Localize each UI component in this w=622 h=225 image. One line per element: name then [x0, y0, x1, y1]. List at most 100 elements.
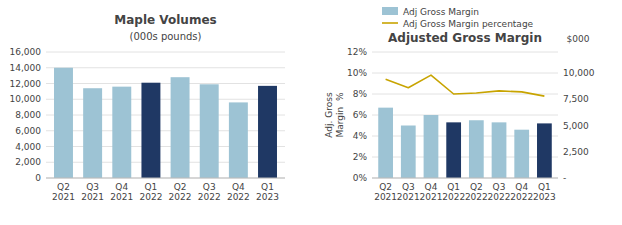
text-line: Q4 [115, 182, 128, 192]
x-tick-label: Q22022 [465, 182, 488, 202]
x-tick-label: Q42022 [510, 182, 533, 202]
x-axis-line [46, 178, 285, 179]
bar [171, 77, 190, 178]
y-tick-label: 12% [347, 47, 367, 57]
chart-root: 02,0004,0006,0008,00010,00012,00014,0001… [0, 0, 622, 225]
bar [258, 86, 277, 178]
x-tick-label: Q12023 [256, 182, 279, 202]
bar [401, 126, 416, 179]
y-tick-label: 14,000 [10, 63, 42, 73]
title: Maple Volumes [114, 13, 216, 27]
chart-1: 0%2%4%6%8%10%12%-2,5005,0007,50010,000Q2… [324, 7, 595, 203]
legend-swatch [382, 7, 398, 15]
x-tick-label: Q32021 [81, 182, 104, 202]
x-tick-label: Q12022 [139, 182, 162, 202]
y-tick-label: 16,000 [10, 47, 42, 57]
bar [83, 88, 102, 178]
grid-line [372, 73, 558, 74]
y-tick-label: 6,000 [15, 126, 41, 136]
bar [469, 120, 484, 178]
bar [229, 102, 248, 178]
text-line: Q3 [493, 182, 506, 192]
text-line: 2021 [52, 192, 75, 202]
text-line: 2021 [397, 192, 420, 202]
text-line: Q2 [379, 182, 392, 192]
text-line: 2023 [533, 192, 556, 202]
text-line: Margin % [335, 92, 345, 137]
y-axis-label: Adj. GrossMargin % [324, 92, 345, 138]
y2-tick-label: 2,500 [563, 147, 589, 157]
text-line: Q1 [145, 182, 158, 192]
y2-tick-label: 7,500 [563, 94, 589, 104]
x-axis-line [372, 178, 558, 179]
y-tick-label: 12,000 [10, 79, 42, 89]
y-tick-label: 4,000 [15, 142, 41, 152]
text-line: Q2 [57, 182, 70, 192]
text-line: Q1 [261, 182, 274, 192]
text-line: 2021 [420, 192, 443, 202]
x-tick-label: Q12023 [533, 182, 556, 202]
bar [424, 115, 439, 178]
y2-axis-label: $000 [567, 34, 590, 44]
grid-line [372, 115, 558, 116]
grid-line [46, 115, 285, 116]
text-line: Q1 [447, 182, 460, 192]
bar [492, 122, 507, 178]
text-line: 2022 [465, 192, 488, 202]
bar [200, 84, 219, 178]
x-tick-label: Q42021 [420, 182, 443, 202]
x-tick-label: Q22021 [52, 182, 75, 202]
text-line: 2022 [169, 192, 192, 202]
bar [446, 122, 461, 178]
bar [537, 123, 552, 178]
grid-line [46, 146, 285, 147]
grid-line [46, 52, 285, 53]
y-tick-label: 2,000 [15, 157, 41, 167]
text-line: Q4 [515, 182, 528, 192]
text-line: 2021 [374, 192, 397, 202]
legend: Adj Gross Margin Adj Gross Margin percent… [382, 7, 534, 29]
y-tick-label: 0 [35, 173, 41, 183]
grid-line [372, 136, 558, 137]
text-line: 2022 [198, 192, 221, 202]
text-line: Q3 [86, 182, 99, 192]
text-line: Q1 [538, 182, 551, 192]
x-tick-label: Q42022 [227, 182, 250, 202]
grid-line [46, 67, 285, 68]
bar [141, 83, 160, 178]
y-tick-label: 10% [347, 68, 367, 78]
title: Adjusted Gross Margin [388, 31, 542, 45]
x-tick-label: Q22021 [374, 182, 397, 202]
text-line: Q3 [203, 182, 216, 192]
text-line: 2022 [510, 192, 533, 202]
x-tick-label: Q32021 [397, 182, 420, 202]
x-tick-label: Q32022 [488, 182, 511, 202]
x-tick-label: Q22022 [169, 182, 192, 202]
grid-line [46, 178, 285, 179]
grid-line [372, 178, 558, 179]
text-line: 2021 [110, 192, 133, 202]
y-tick-label: 8% [353, 89, 368, 99]
x-tick-label: Q32022 [198, 182, 221, 202]
subtitle: (000s pounds) [130, 31, 202, 42]
y-label-group: Adj. GrossMargin % [324, 92, 345, 138]
grid-line [372, 52, 558, 53]
grid-line [46, 162, 285, 163]
y-tick-label: 4% [353, 131, 368, 141]
grid-line [46, 83, 285, 84]
legend-label: Adj Gross Margin [403, 7, 479, 17]
chart-0: 02,0004,0006,0008,00010,00012,00014,0001… [10, 13, 286, 202]
y-tick-label: 0% [353, 173, 368, 183]
y2-tick-label: 5,000 [563, 121, 589, 131]
y2-tick-label: 10,000 [563, 68, 595, 78]
grid-line [46, 130, 285, 131]
grid-line [46, 99, 285, 100]
text-line: 2023 [256, 192, 279, 202]
text-line: Q2 [470, 182, 483, 192]
x-tick-label: Q42021 [110, 182, 133, 202]
line [386, 75, 545, 96]
legend-label: Adj Gross Margin percentage [403, 19, 534, 29]
y2-tick-label: - [563, 173, 566, 183]
text-line: Q3 [402, 182, 415, 192]
text-line: 2022 [139, 192, 162, 202]
